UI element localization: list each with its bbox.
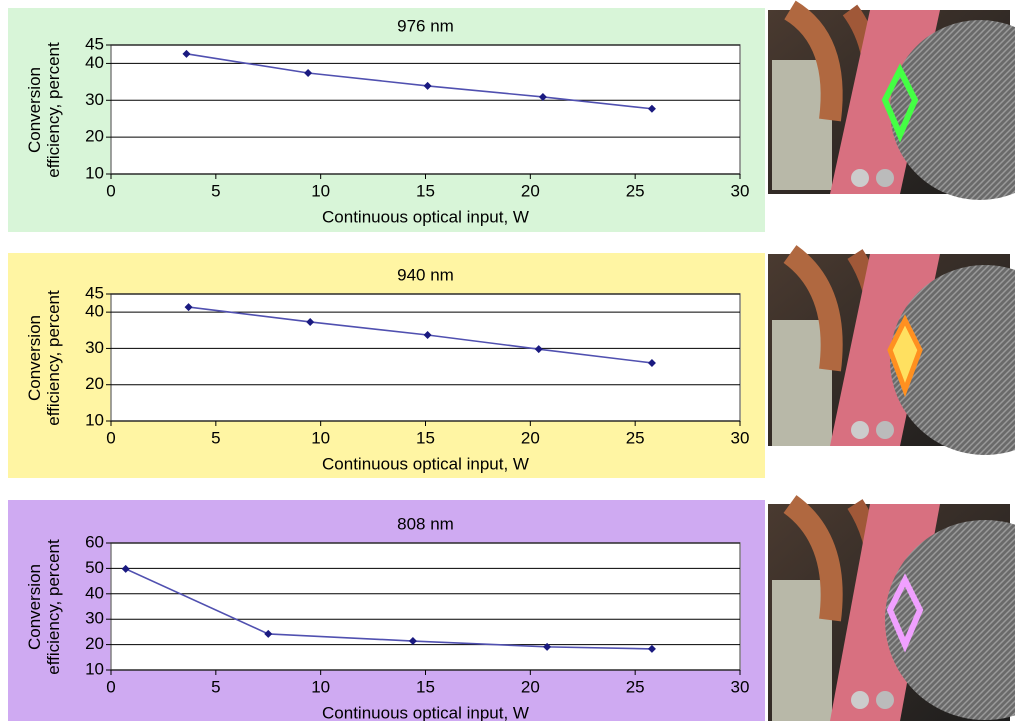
x-tick-label: 20 bbox=[521, 181, 540, 200]
x-tick-label: 5 bbox=[211, 428, 220, 447]
x-tick-label: 0 bbox=[106, 677, 115, 696]
y-tick-label: 40 bbox=[85, 302, 104, 321]
x-tick-label: 15 bbox=[416, 181, 435, 200]
y-tick-label: 30 bbox=[85, 609, 104, 628]
y-tick-label: 10 bbox=[85, 410, 104, 429]
data-point bbox=[647, 358, 656, 367]
data-point bbox=[647, 104, 656, 113]
x-tick-label: 30 bbox=[731, 181, 750, 200]
x-tick-label: 5 bbox=[211, 181, 220, 200]
x-tick-label: 10 bbox=[311, 181, 330, 200]
x-tick-label: 30 bbox=[731, 677, 750, 696]
data-point bbox=[647, 644, 656, 653]
y-tick-label: 40 bbox=[85, 583, 104, 602]
y-tick-label: 20 bbox=[85, 127, 104, 146]
x-tick-label: 10 bbox=[311, 677, 330, 696]
data-point bbox=[538, 92, 547, 101]
plot-area bbox=[110, 542, 741, 671]
x-tick-label: 20 bbox=[521, 677, 540, 696]
data-point bbox=[423, 331, 432, 340]
y-tick-label: 30 bbox=[85, 90, 104, 109]
y-tick-label: 45 bbox=[85, 34, 104, 53]
x-axis-label: Continuous optical input, W bbox=[322, 454, 529, 473]
chart-title: 808 nm bbox=[397, 514, 454, 533]
data-point bbox=[184, 303, 193, 312]
data-point bbox=[264, 629, 273, 638]
y-tick-label: 60 bbox=[85, 532, 104, 551]
plot-area bbox=[110, 44, 741, 175]
x-tick-label: 20 bbox=[521, 428, 540, 447]
y-tick-label: 40 bbox=[85, 53, 104, 72]
x-tick-label: 5 bbox=[211, 677, 220, 696]
plot-area bbox=[110, 293, 741, 422]
y-tick-label: 10 bbox=[85, 659, 104, 678]
data-point bbox=[306, 317, 315, 326]
x-tick-label: 25 bbox=[626, 428, 645, 447]
y-axis-label: Conversion efficiency, percent bbox=[25, 41, 63, 178]
x-tick-label: 10 bbox=[311, 428, 330, 447]
photo bbox=[768, 0, 1015, 200]
x-axis-label: Continuous optical input, W bbox=[322, 207, 529, 226]
x-tick-label: 15 bbox=[416, 428, 435, 447]
y-tick-label: 45 bbox=[85, 283, 104, 302]
data-point bbox=[423, 81, 432, 90]
x-tick-label: 0 bbox=[106, 428, 115, 447]
y-tick-label: 20 bbox=[85, 374, 104, 393]
data-point bbox=[408, 637, 417, 646]
y-axis-label: Conversion efficiency, percent bbox=[25, 289, 63, 426]
x-tick-label: 0 bbox=[106, 181, 115, 200]
y-tick-label: 30 bbox=[85, 338, 104, 357]
data-point bbox=[304, 69, 313, 78]
data-point bbox=[182, 49, 191, 58]
y-tick-label: 50 bbox=[85, 558, 104, 577]
y-tick-label: 10 bbox=[85, 163, 104, 182]
x-tick-label: 25 bbox=[626, 181, 645, 200]
y-tick-label: 20 bbox=[85, 634, 104, 653]
data-point bbox=[534, 345, 543, 354]
photo bbox=[768, 495, 1015, 721]
data-point bbox=[121, 564, 130, 573]
chart-title: 940 nm bbox=[397, 265, 454, 284]
x-axis-label: Continuous optical input, W bbox=[322, 703, 529, 721]
x-tick-label: 30 bbox=[731, 428, 750, 447]
chart-title: 976 nm bbox=[397, 16, 454, 35]
y-axis-label: Conversion efficiency, percent bbox=[25, 538, 63, 675]
x-tick-label: 15 bbox=[416, 677, 435, 696]
photo bbox=[768, 245, 1015, 455]
chart: 808 nm 10 20 30 40 50 60 0 5 10 15 20 25 30 Continuous… bbox=[8, 500, 765, 721]
x-tick-label: 25 bbox=[626, 677, 645, 696]
data-point bbox=[543, 642, 552, 651]
